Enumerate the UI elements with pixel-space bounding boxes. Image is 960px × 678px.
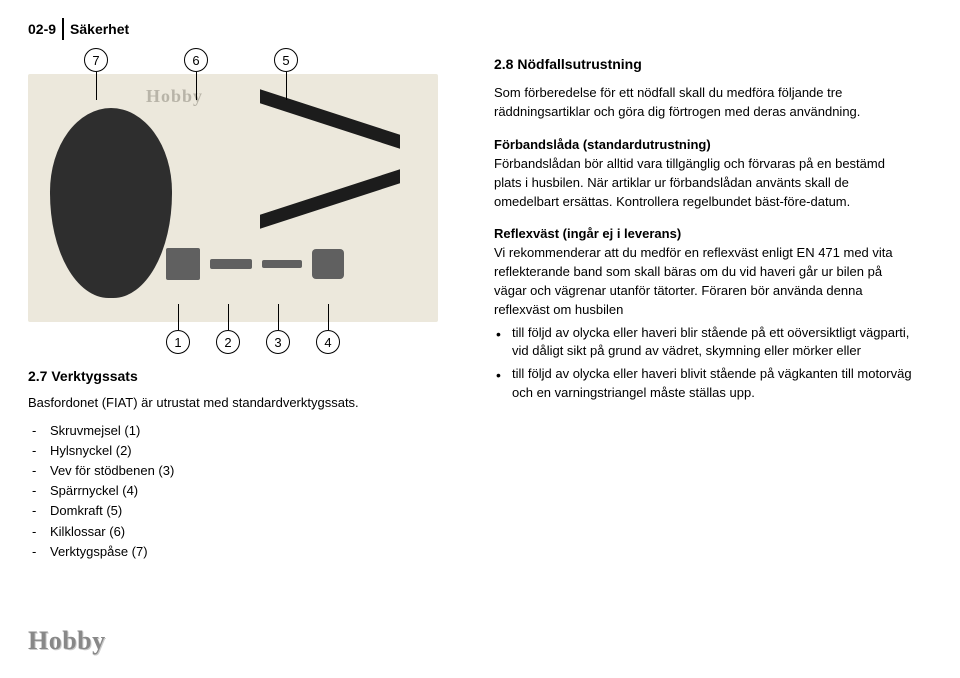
callout-bottom: 1: [166, 304, 190, 354]
tool-list-item: Spärrnyckel (4): [28, 481, 458, 501]
reflex-vest-body: Vi rekommenderar att du medför en reflex…: [494, 245, 893, 317]
callout-number: 3: [266, 330, 290, 354]
tool-list-item: Skruvmejsel (1): [28, 421, 458, 441]
header-divider: [62, 18, 64, 40]
figure-area: Hobby 765 1234: [28, 54, 458, 350]
left-column: Hobby 765 1234 2.7 Verktygssats Basfordo…: [28, 54, 458, 562]
callout-number: 6: [184, 48, 208, 72]
section-2-7-intro: Basfordonet (FIAT) är utrustat med stand…: [28, 394, 458, 413]
tool-list-item: Verktygspåse (7): [28, 542, 458, 562]
tool-list: Skruvmejsel (1)Hylsnyckel (2)Vev för stö…: [28, 421, 458, 562]
section-2-7-heading: 2.7 Verktygssats: [28, 368, 458, 384]
chapter-title: Säkerhet: [70, 21, 129, 37]
callout-top: 5: [274, 48, 298, 100]
right-column: 2.8 Nödfallsutrustning Som förberedelse …: [494, 54, 914, 562]
tool-list-item: Vev för stödbenen (3): [28, 461, 458, 481]
toolkit-photo: Hobby: [28, 74, 438, 322]
callout-top: 7: [84, 48, 108, 100]
callout-number: 4: [316, 330, 340, 354]
small-tools-shapes: [166, 246, 366, 282]
callout-number: 7: [84, 48, 108, 72]
tool-list-item: Hylsnyckel (2): [28, 441, 458, 461]
reflex-vest-paragraph: Reflexväst (ingår ej i leverans) Vi reko…: [494, 225, 914, 403]
page-header: 02-9 Säkerhet: [28, 18, 920, 40]
reflex-vest-heading: Reflexväst (ingår ej i leverans): [494, 226, 681, 241]
tool-list-item: Domkraft (5): [28, 501, 458, 521]
footer-logo: Hobby: [28, 626, 106, 656]
first-aid-paragraph: Förbandslåda (standardutrustning) Förban…: [494, 136, 914, 211]
bullet-item: till följd av olycka eller haveri blir s…: [494, 324, 914, 362]
callout-bottom: 2: [216, 304, 240, 354]
section-2-8-heading: 2.8 Nödfallsutrustning: [494, 54, 914, 74]
callout-number: 5: [274, 48, 298, 72]
first-aid-heading: Förbandslåda (standardutrustning): [494, 137, 711, 152]
callout-number: 1: [166, 330, 190, 354]
callout-top: 6: [184, 48, 208, 100]
main-content: Hobby 765 1234 2.7 Verktygssats Basfordo…: [28, 54, 920, 562]
tool-bag-shape: [50, 108, 172, 298]
first-aid-body: Förbandslådan bör alltid vara tillgängli…: [494, 156, 885, 209]
jack-shape: [240, 102, 410, 242]
bullet-item: till följd av olycka eller haveri blivit…: [494, 365, 914, 403]
section-2-8-body: Som förberedelse för ett nödfall skall d…: [494, 84, 914, 122]
callout-bottom: 3: [266, 304, 290, 354]
reflex-vest-bullets: till följd av olycka eller haveri blir s…: [494, 324, 914, 403]
page-number: 02-9: [28, 21, 56, 37]
callout-bottom: 4: [316, 304, 340, 354]
tool-list-item: Kilklossar (6): [28, 522, 458, 542]
callout-number: 2: [216, 330, 240, 354]
